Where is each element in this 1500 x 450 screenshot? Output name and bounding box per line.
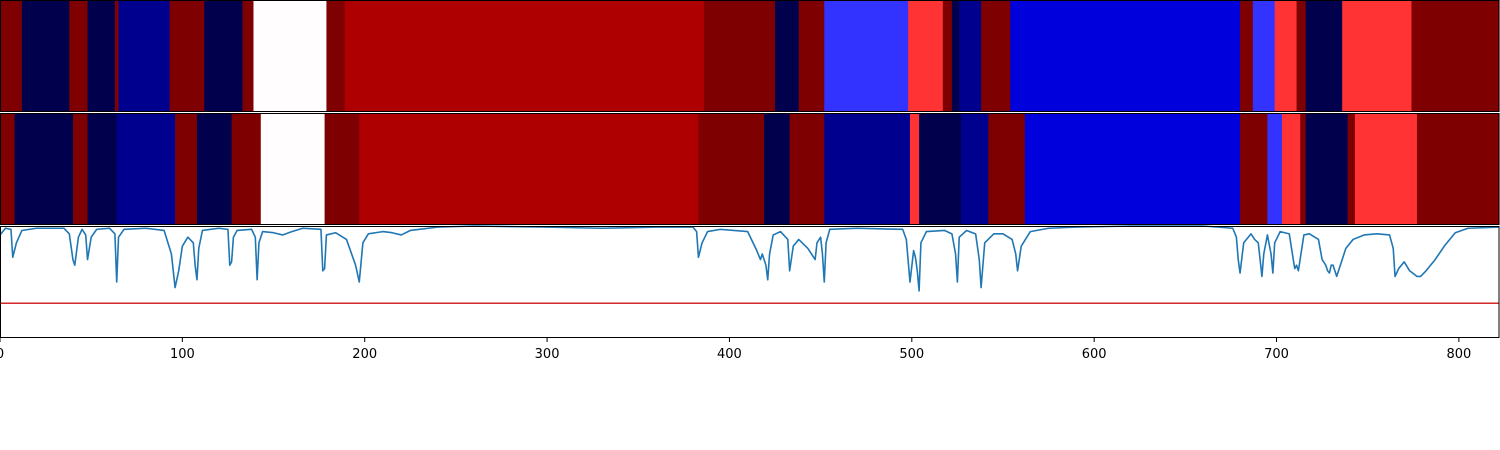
x-tick-label-1: 0 bbox=[0, 347, 4, 362]
segment-2-15 bbox=[824, 113, 911, 225]
segment-1-29 bbox=[1411, 0, 1500, 112]
panel-frame-1 bbox=[0, 0, 1500, 112]
segment-2-13 bbox=[764, 113, 791, 225]
x-tick-label-9: 800 bbox=[1446, 347, 1471, 362]
segment-1-11 bbox=[326, 0, 346, 112]
segment-2-14 bbox=[789, 113, 825, 225]
track-3 bbox=[0, 225, 1500, 305]
segment-1-27 bbox=[1305, 0, 1343, 112]
segment-1-14 bbox=[775, 0, 800, 112]
segment-1-21 bbox=[981, 0, 1011, 112]
panel-frame-3 bbox=[0, 226, 1500, 338]
segment-1-23 bbox=[1240, 0, 1254, 112]
segment-2-5 bbox=[116, 113, 176, 225]
panel-frame-2 bbox=[0, 113, 1500, 225]
segment-2-21 bbox=[1240, 113, 1269, 225]
segment-2-12 bbox=[698, 113, 765, 225]
track-1 bbox=[0, 0, 1500, 112]
track-2 bbox=[0, 113, 1500, 225]
segment-1-3 bbox=[69, 0, 89, 112]
segment-1-17 bbox=[908, 0, 944, 112]
segment-1-6 bbox=[118, 0, 171, 112]
segment-1-1 bbox=[0, 0, 23, 112]
segment-2-7 bbox=[196, 113, 233, 225]
segment-1-24 bbox=[1252, 0, 1276, 112]
segment-2-18 bbox=[961, 113, 989, 225]
x-tick-label-4: 300 bbox=[535, 347, 560, 362]
segment-2-20 bbox=[1024, 113, 1241, 225]
segment-1-7 bbox=[169, 0, 205, 112]
segment-1-9 bbox=[242, 0, 255, 112]
panel-frames bbox=[0, 0, 1500, 338]
segment-2-10 bbox=[324, 113, 360, 225]
segment-2-4 bbox=[87, 113, 118, 225]
segment-2-16 bbox=[909, 113, 920, 225]
segment-1-19 bbox=[951, 0, 960, 112]
segment-1-28 bbox=[1342, 0, 1413, 112]
segment-2-17 bbox=[919, 113, 962, 225]
segment-1-15 bbox=[798, 0, 825, 112]
segment-2-22 bbox=[1267, 113, 1283, 225]
x-tick-label-5: 400 bbox=[717, 347, 742, 362]
segment-2-11 bbox=[359, 113, 700, 225]
segment-2-1 bbox=[0, 113, 16, 225]
segment-2-23 bbox=[1281, 113, 1301, 225]
segment-2-19 bbox=[988, 113, 1026, 225]
segment-2-9 bbox=[260, 113, 326, 225]
segment-1-13 bbox=[703, 0, 776, 112]
x-tick-label-7: 600 bbox=[1082, 347, 1107, 362]
x-tick-label-8: 700 bbox=[1264, 347, 1289, 362]
segment-2-28 bbox=[1416, 113, 1500, 225]
segment-2-25 bbox=[1305, 113, 1349, 225]
segment-2-2 bbox=[14, 113, 74, 225]
segment-1-20 bbox=[959, 0, 982, 112]
x-tick-label-3: 200 bbox=[352, 347, 377, 362]
segment-2-26 bbox=[1347, 113, 1356, 225]
segment-1-2 bbox=[21, 0, 70, 112]
segment-2-6 bbox=[175, 113, 198, 225]
segment-1-16 bbox=[824, 0, 909, 112]
segment-2-8 bbox=[231, 113, 262, 225]
segment-1-25 bbox=[1274, 0, 1298, 112]
segment-2-27 bbox=[1354, 113, 1418, 225]
tracks-layer bbox=[0, 0, 1500, 305]
segment-1-18 bbox=[942, 0, 953, 112]
segment-1-26 bbox=[1296, 0, 1307, 112]
series-line bbox=[0, 225, 1500, 292]
segment-1-10 bbox=[253, 0, 328, 112]
x-tick-label-6: 500 bbox=[899, 347, 924, 362]
segment-2-3 bbox=[72, 113, 89, 225]
x-axis: 0 100 200 300 400 500 600 700 800 bbox=[0, 338, 1471, 362]
segment-1-22 bbox=[1010, 0, 1241, 112]
segment-1-8 bbox=[204, 0, 244, 112]
x-tick-label-2: 100 bbox=[170, 347, 195, 362]
segment-1-5 bbox=[114, 0, 120, 112]
segment-2-24 bbox=[1300, 113, 1307, 225]
segment-1-12 bbox=[344, 0, 705, 112]
segment-1-4 bbox=[87, 0, 116, 112]
